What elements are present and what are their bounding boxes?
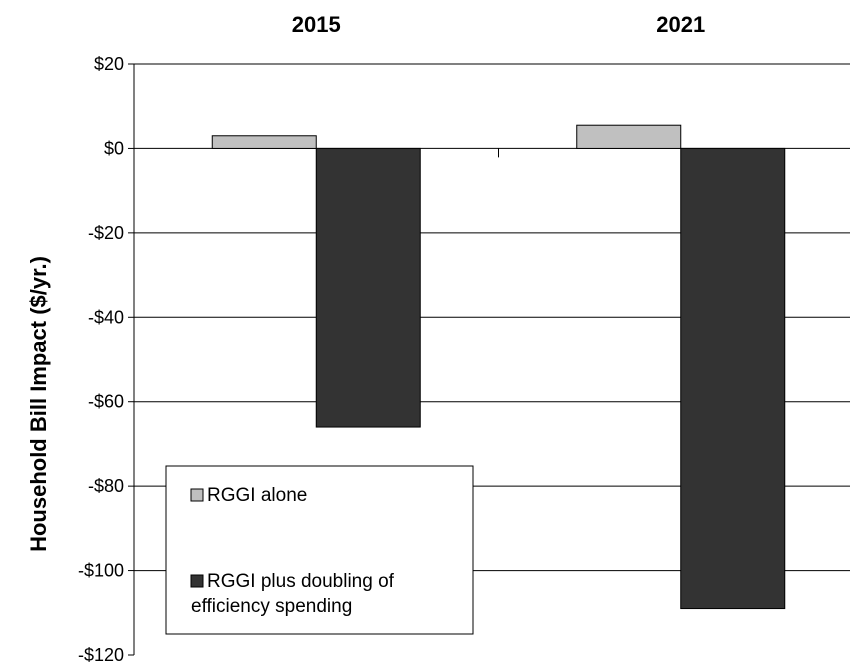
y-tick-label: $0 <box>104 138 124 158</box>
legend-label-rggi-plus-efficiency-line2: efficiency spending <box>191 596 352 617</box>
bar <box>211 135 317 149</box>
y-tick-label: -$100 <box>78 561 124 581</box>
y-tick-label: -$120 <box>78 645 124 665</box>
y-tick-label: -$60 <box>88 392 124 412</box>
bar <box>680 147 786 610</box>
legend-label-rggi-alone: RGGI alone <box>207 485 307 506</box>
category-labels: 2015 2021 <box>292 12 705 37</box>
y-tick-label: -$40 <box>88 307 124 327</box>
category-label: 2021 <box>656 12 705 37</box>
legend: RGGI alone RGGI plus doubling of efficie… <box>165 465 474 635</box>
y-tick-label: -$20 <box>88 223 124 243</box>
y-tick-label: -$80 <box>88 476 124 496</box>
bar <box>315 147 421 428</box>
bars <box>211 124 786 610</box>
legend-label-rggi-plus-efficiency-line1: RGGI plus doubling of <box>207 571 395 592</box>
legend-box <box>165 465 474 635</box>
legend-swatch-rggi-plus-efficiency <box>190 574 204 588</box>
y-axis: $20 $0 -$20 -$40 -$60 -$80 -$100 -$120 <box>78 54 499 665</box>
legend-swatch-rggi-alone <box>190 488 204 502</box>
bar <box>576 124 682 149</box>
y-tick-label: $20 <box>94 54 124 74</box>
y-axis-title: Household Bill Impact ($/yr.) <box>26 256 51 552</box>
category-label: 2015 <box>292 12 341 37</box>
